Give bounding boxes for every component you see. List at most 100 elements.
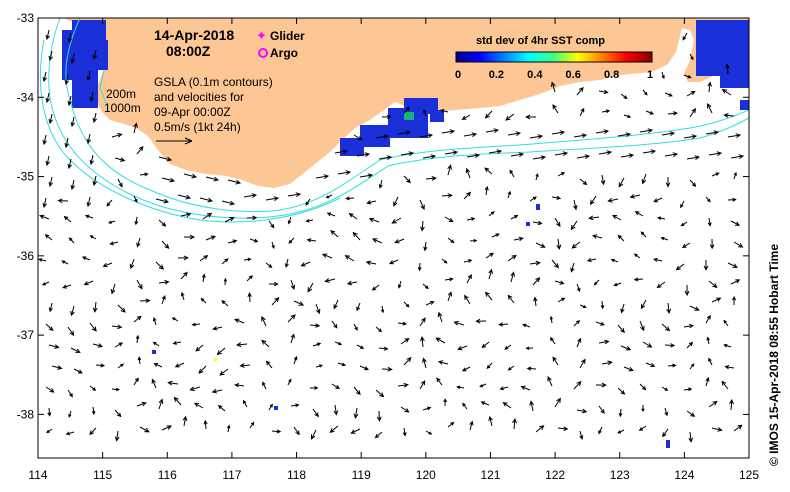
velocity-arrow [491, 233, 500, 238]
velocity-arrow [111, 387, 120, 392]
velocity-arrow [475, 318, 487, 324]
velocity-arrow [488, 268, 493, 280]
velocity-arrow [480, 401, 490, 406]
velocity-arrow [70, 347, 81, 353]
velocity-arrow [309, 323, 321, 328]
velocity-arrow [686, 341, 694, 349]
velocity-arrow [535, 242, 546, 248]
velocity-arrow [463, 259, 473, 263]
velocity-arrow [423, 109, 427, 117]
velocity-arrow [114, 157, 126, 162]
velocity-arrow [378, 155, 393, 161]
velocity-arrow [600, 174, 606, 186]
velocity-arrow [356, 302, 361, 312]
colorbar-tick-label: 0 [455, 69, 461, 81]
velocity-arrow [284, 258, 289, 269]
velocity-arrow [221, 300, 229, 307]
velocity-arrow [356, 152, 371, 158]
velocity-arrow [293, 426, 300, 436]
velocity-arrow [155, 198, 170, 204]
velocity-arrow [61, 260, 69, 265]
velocity-arrow [526, 366, 537, 371]
velocity-arrow [613, 282, 622, 287]
velocity-arrow [177, 255, 189, 261]
sst-patch-west [62, 20, 108, 108]
argo-label: Argo [270, 46, 298, 60]
velocity-arrow [556, 238, 562, 250]
velocity-arrow [353, 407, 359, 420]
velocity-arrow [589, 195, 597, 206]
velocity-arrow [345, 196, 355, 201]
velocity-arrow [660, 236, 669, 241]
velocity-arrow [67, 95, 72, 107]
velocity-arrow [686, 155, 701, 161]
glider-marker: ✦ [256, 29, 267, 44]
velocity-arrow [182, 415, 188, 427]
velocity-arrow [158, 219, 167, 227]
colorbar-title: std dev of 4hr SST comp [476, 35, 605, 47]
velocity-arrow [180, 291, 185, 301]
velocity-arrow [709, 238, 715, 250]
velocity-arrow [617, 234, 625, 242]
velocity-arrow [158, 156, 173, 162]
velocity-arrow [440, 109, 449, 113]
velocity-arrow [620, 303, 625, 314]
velocity-arrow [174, 362, 185, 368]
velocity-arrow [485, 252, 495, 259]
velocity-arrow [683, 134, 698, 140]
velocity-arrow [381, 366, 393, 372]
velocity-arrow [268, 281, 279, 287]
velocity-arrow [381, 114, 392, 120]
velocity-arrow [199, 197, 214, 203]
velocity-arrow [403, 175, 411, 184]
isobath-shelf [39, 39, 341, 223]
gsla-line-1: GSLA (0.1m contours) [154, 75, 273, 89]
velocity-arrow [463, 191, 472, 200]
velocity-arrow [708, 400, 718, 408]
velocity-arrow [557, 297, 566, 303]
velocity-arrow [419, 133, 434, 139]
colorbar-ticks: 0 0.2 0.4 0.6 0.8 1 [455, 69, 653, 81]
velocity-arrow [554, 151, 569, 157]
velocity-arrow [532, 155, 547, 161]
velocity-arrow [513, 236, 524, 242]
velocity-arrow [139, 172, 149, 177]
isobath-inner [99, 69, 109, 109]
velocity-arrow [551, 259, 560, 269]
plot-border [37, 17, 750, 459]
lon-tick-label: 124 [674, 468, 694, 482]
velocity-arrow [325, 194, 333, 199]
velocity-arrow [271, 429, 282, 434]
lat-tick-label: -36 [17, 249, 35, 263]
velocity-arrow [221, 258, 229, 265]
velocity-arrow [38, 258, 47, 262]
velocity-arrow [42, 134, 47, 146]
velocity-arrow [155, 261, 165, 270]
velocity-arrow [706, 336, 710, 345]
velocity-arrow [730, 279, 741, 285]
velocity-arrow [353, 386, 361, 396]
velocity-arrow [617, 387, 626, 395]
velocity-arrow [600, 300, 605, 310]
velocity-arrow [45, 323, 54, 332]
velocity-arrow [642, 89, 648, 96]
velocity-arrow [67, 389, 73, 398]
velocity-arrow [139, 298, 151, 304]
velocity-arrow [711, 427, 723, 432]
velocity-arrow [243, 257, 252, 262]
velocity-arrow [535, 425, 545, 433]
velocity-arrow [462, 402, 468, 410]
velocity-arrow [400, 406, 410, 413]
velocity-arrow [634, 211, 644, 217]
velocity-arrow [67, 326, 75, 337]
velocity-arrow [707, 103, 713, 114]
velocity-arrow [42, 71, 47, 83]
velocity-arrow [586, 258, 597, 263]
velocity-arrow [394, 238, 405, 244]
velocity-arrow [620, 153, 635, 159]
velocity-arrow [51, 365, 63, 370]
velocity-arrow [290, 333, 295, 344]
colorbar [455, 51, 653, 63]
velocity-arrow [532, 220, 543, 226]
velocity-arrow [158, 279, 170, 285]
